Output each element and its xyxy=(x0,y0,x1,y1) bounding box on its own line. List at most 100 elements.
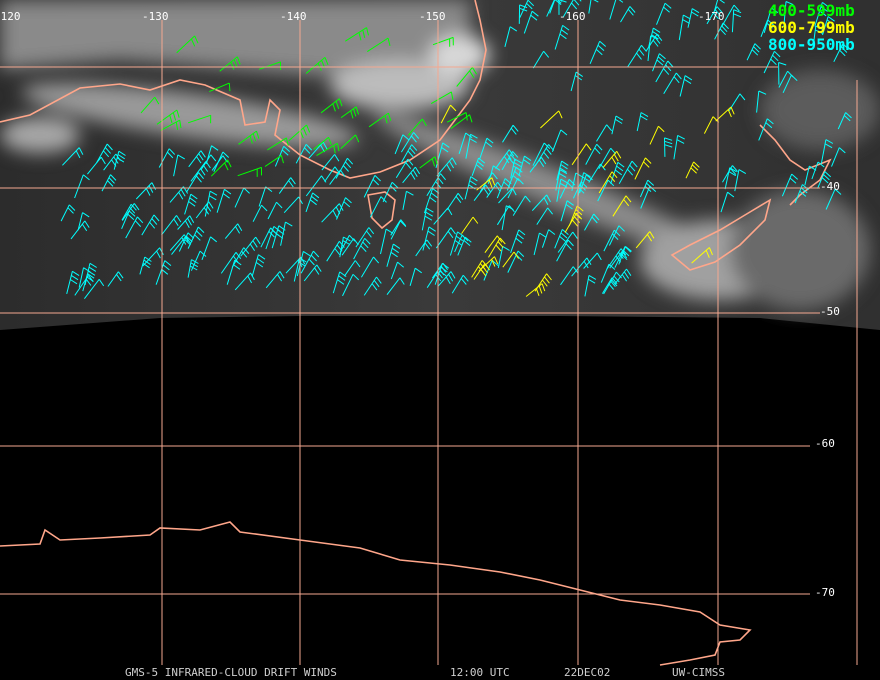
wind-barb xyxy=(484,235,503,253)
wind-barb xyxy=(103,153,121,171)
wind-barb xyxy=(224,223,243,239)
caption: 12:00 UTC xyxy=(450,666,510,679)
wind-barb xyxy=(321,203,344,223)
wind-barb xyxy=(380,228,394,255)
wind-barb xyxy=(231,247,250,268)
wind-barb xyxy=(187,226,205,249)
wind-barb xyxy=(419,156,438,169)
wind-barb xyxy=(673,134,685,160)
wind-barb xyxy=(252,204,268,222)
wind-barb xyxy=(479,137,494,160)
longitude-label: -120 xyxy=(0,10,21,23)
wind-barb xyxy=(402,166,421,184)
wind-barb xyxy=(101,174,117,192)
longitude-label: -150 xyxy=(419,10,446,23)
wind-barb xyxy=(363,175,381,198)
wind-barb xyxy=(368,112,392,128)
wind-barb xyxy=(213,151,230,172)
wind-barb xyxy=(534,144,555,167)
wind-barb xyxy=(226,259,242,285)
wind-barb xyxy=(546,0,562,17)
wind-barb xyxy=(679,75,693,97)
wind-barb xyxy=(664,137,673,157)
wind-barb xyxy=(572,181,588,199)
wind-barb xyxy=(280,221,293,246)
wind-barb xyxy=(386,277,405,296)
wind-barb xyxy=(601,277,618,294)
wind-barb xyxy=(837,112,852,130)
wind-barb xyxy=(814,2,830,27)
wind-barb xyxy=(335,157,354,179)
wind-barb xyxy=(488,237,506,258)
wind-barb xyxy=(454,234,469,253)
wind-barb xyxy=(74,174,90,199)
wind-barb xyxy=(731,9,742,33)
wind-barb xyxy=(324,166,341,182)
wind-barb xyxy=(706,6,723,25)
wind-barb xyxy=(562,0,582,17)
wind-barb xyxy=(602,150,622,168)
wind-barb xyxy=(382,181,399,203)
wind-barbs xyxy=(60,0,852,300)
wind-barb xyxy=(139,256,152,275)
wind-barb xyxy=(121,203,137,221)
wind-barb xyxy=(135,182,157,200)
wind-barb xyxy=(600,263,616,283)
wind-barb xyxy=(201,236,218,260)
wind-barb xyxy=(598,171,618,194)
wind-barb xyxy=(161,215,182,236)
wind-barb xyxy=(763,50,781,74)
wind-barb xyxy=(300,250,320,274)
wind-barb xyxy=(639,179,655,198)
wind-barb xyxy=(724,167,737,190)
wind-barb xyxy=(251,254,266,277)
tasmania-coast xyxy=(367,191,396,230)
wind-barb xyxy=(555,169,568,191)
wind-barb xyxy=(833,43,849,63)
graticule xyxy=(0,20,858,665)
latitude-label: -70 xyxy=(815,586,835,599)
wind-barb xyxy=(421,207,434,231)
wind-barb xyxy=(342,273,360,297)
wind-barb xyxy=(636,112,649,132)
wind-barb xyxy=(820,139,834,164)
wind-barb xyxy=(523,10,539,34)
wind-barb xyxy=(360,256,380,278)
wind-barb xyxy=(178,232,195,252)
wind-barb xyxy=(283,196,303,214)
wind-barb xyxy=(305,192,320,213)
wind-barb xyxy=(440,104,457,124)
wind-barb xyxy=(74,275,94,296)
longitude-label: -170 xyxy=(698,10,725,23)
wind-barb xyxy=(458,132,473,155)
wind-barb xyxy=(451,274,469,294)
wind-barb xyxy=(483,259,499,281)
wind-barb xyxy=(177,215,195,230)
wind-barb xyxy=(237,166,262,177)
caption: GMS-5 INFRARED-CLOUD DRIFT WINDS xyxy=(125,666,337,679)
wind-barb xyxy=(648,27,661,47)
wind-barb xyxy=(220,252,242,274)
wind-barb xyxy=(781,173,799,197)
wind-barb xyxy=(186,172,204,193)
wind-barb xyxy=(422,226,436,251)
wind-barb xyxy=(173,154,185,177)
wind-barb xyxy=(822,16,835,36)
wind-barb xyxy=(560,266,579,286)
wind-barb xyxy=(125,216,144,239)
wind-barb xyxy=(457,236,472,256)
wind-barb xyxy=(758,118,774,141)
wind-barb xyxy=(763,7,779,34)
wind-barb xyxy=(158,148,176,168)
wind-barb xyxy=(187,114,212,124)
wind-barb xyxy=(518,155,532,177)
wind-barb xyxy=(656,2,672,25)
wind-barb xyxy=(341,238,359,256)
wind-barb xyxy=(585,143,603,165)
wind-barb xyxy=(589,40,607,64)
wind-barb xyxy=(121,210,136,229)
wind-barb xyxy=(446,112,468,123)
wind-barb xyxy=(554,24,570,50)
wind-barb xyxy=(495,149,515,169)
